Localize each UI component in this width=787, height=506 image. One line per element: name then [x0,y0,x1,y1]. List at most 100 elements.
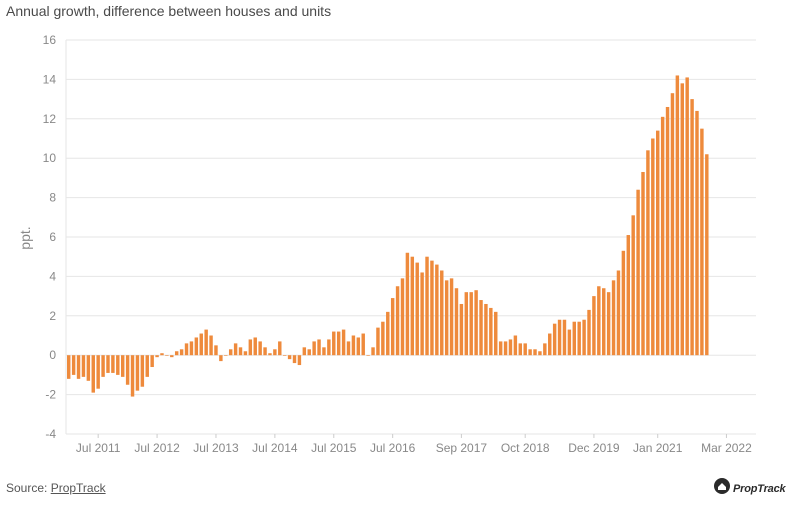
bar [81,355,86,377]
bar [322,347,326,356]
bar [76,355,81,379]
bar [292,355,297,364]
bar [685,77,689,356]
bar [111,355,115,373]
bar [199,333,203,356]
bar [587,309,591,356]
bar [660,116,665,356]
bar [518,343,523,356]
bar [356,337,361,356]
bar [621,250,626,356]
x-axis-ticks: Jul 2011 Jul 2012 Jul 2013 Jul 2014 Jul 2015… [76,434,752,455]
proptrack-logo-icon [714,478,730,499]
proptrack-logo-text: PropTrack [733,482,786,495]
bar [219,355,223,362]
bar [101,355,105,377]
bar [91,355,95,393]
bar [317,339,321,356]
y-axis-label: ppt. [17,226,33,249]
bar [263,347,267,356]
y-tick-label: -4 [45,427,56,441]
bar [690,99,694,356]
bar [538,351,542,356]
bar [282,355,287,356]
bar [297,355,302,366]
bar [449,278,454,356]
bar [562,319,567,356]
bar [346,341,351,356]
y-axis-ticks: -4 -2 0 2 4 6 8 10 12 14 16 [43,33,57,441]
bar [626,235,630,356]
bar [597,286,601,356]
bar [253,337,257,356]
source-prefix: Source: [6,481,51,495]
bar [454,288,459,356]
bar [567,329,572,356]
x-tick-label: Jul 2011 [76,441,121,455]
y-tick-label: 0 [49,348,56,362]
bar [420,272,424,356]
bar [474,290,478,356]
x-tick-label: Jul 2013 [193,441,239,455]
bar [528,349,532,356]
bar [233,343,238,356]
bar [140,355,145,387]
bar [327,339,331,356]
y-tick-label: 8 [49,191,56,205]
bar [170,355,174,358]
bar [498,341,503,356]
bar [572,321,576,356]
bar [464,292,469,356]
y-tick-label: 2 [49,309,56,323]
bar [214,345,218,356]
bar [204,329,208,356]
bar [150,355,154,368]
bar [489,307,493,356]
bar [243,351,248,356]
bar [400,278,405,356]
bar [508,339,513,356]
bar [646,150,650,356]
bar [656,130,660,356]
source-link[interactable]: PropTrack [50,481,106,495]
bar [670,93,675,356]
bar [552,323,557,356]
bar [616,270,621,356]
bar [543,343,547,356]
bar [86,355,91,381]
bar [523,343,527,356]
x-tick-label: Sep 2017 [436,441,488,455]
bar [120,355,125,377]
bar [469,292,473,356]
bar [71,355,76,375]
y-tick-label: 16 [43,33,57,47]
y-tick-label: 4 [49,269,56,283]
chart-title: Annual growth, difference between houses… [6,3,332,19]
bar [96,355,100,389]
bar [533,349,537,356]
bar [381,321,385,356]
x-tick-label: Jul 2016 [370,441,416,455]
bar [155,355,159,358]
bar [405,252,410,356]
bar [577,321,581,356]
bar [160,353,164,356]
bar [224,355,228,356]
bar [268,353,272,356]
bar [440,270,444,356]
bar [548,333,552,356]
bar [479,300,483,356]
bar [179,349,184,356]
bar [273,349,277,356]
x-tick-label: Jan 2021 [633,441,683,455]
bar [184,343,189,356]
bar [165,355,169,356]
bar [287,355,292,360]
bars [67,75,709,397]
x-tick-label: Mar 2022 [701,441,752,455]
bar [209,335,213,356]
bar [641,171,645,356]
bar [116,355,120,375]
y-tick-label: 12 [43,112,57,126]
bar [228,349,233,356]
